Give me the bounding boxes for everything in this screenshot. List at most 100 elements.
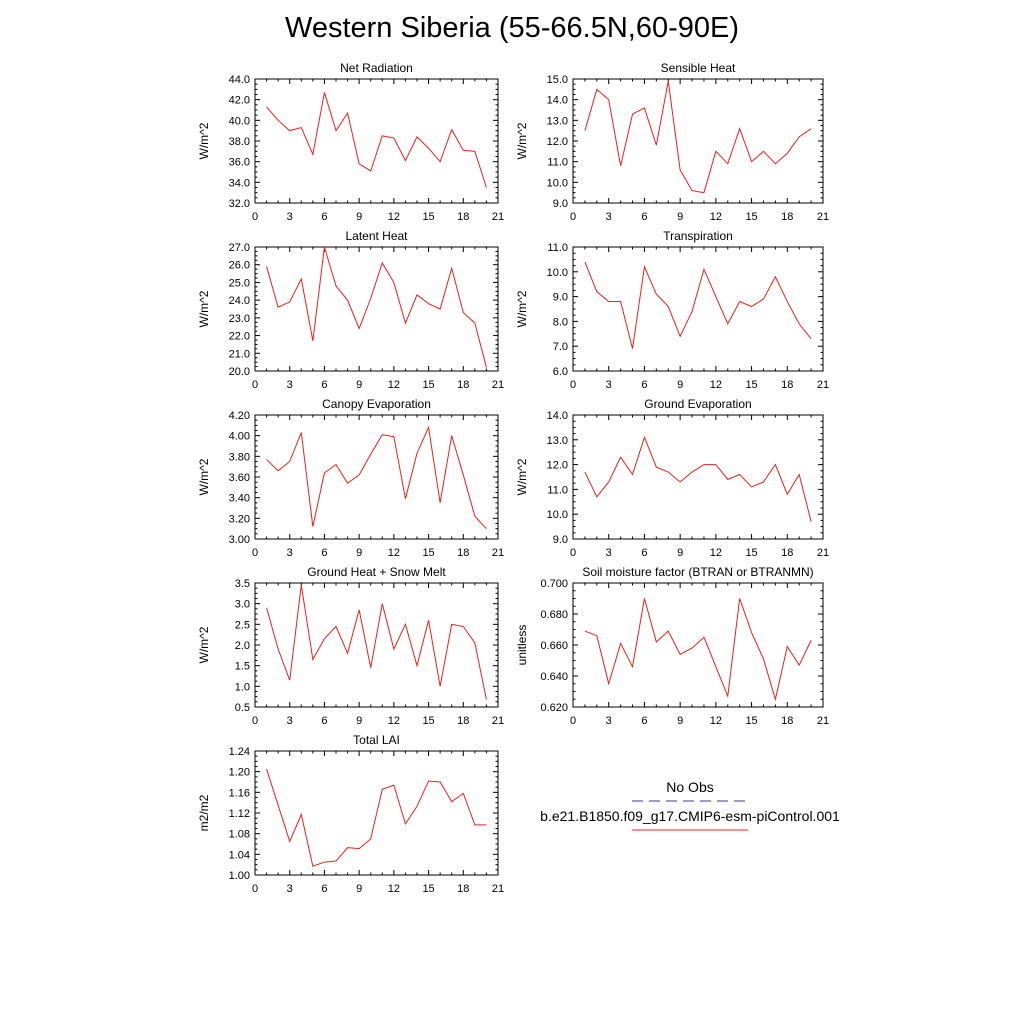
panel-6-ylabel: W/m^2	[515, 458, 529, 495]
panel-6-title: Ground Evaporation	[644, 397, 751, 411]
panel-4-frame	[572, 246, 824, 372]
panel-3-xtick-label: 18	[457, 379, 469, 391]
panel-5-ytick-label: 4.00	[229, 431, 250, 443]
panel-1-xtick-label: 9	[356, 211, 362, 223]
panel-6-ytick-label: 11.0	[547, 484, 568, 496]
panel-9-ytick-label: 1.08	[229, 829, 250, 841]
panel-3-ytick-label: 24.0	[229, 295, 250, 307]
panel-3-series-line	[266, 246, 487, 368]
panel-8-xtick-label: 21	[817, 715, 829, 727]
panel-5-xtick-label: 9	[356, 547, 362, 559]
panel-4-ytick-label: 8.0	[553, 316, 568, 328]
panel-3-xtick-label: 6	[321, 379, 327, 391]
panel-1-ytick-label: 34.0	[229, 177, 250, 189]
panel-7-xtick-label: 12	[388, 715, 400, 727]
panel-3-ylabel: W/m^2	[197, 290, 211, 327]
panel-6-xtick-label: 15	[745, 547, 757, 559]
panel-7-xtick-label: 9	[356, 715, 362, 727]
panel-1-ytick-label: 42.0	[229, 95, 250, 107]
panel-3-xtick-label: 0	[252, 379, 258, 391]
panel-1-ytick-label: 32.0	[229, 198, 250, 210]
panel-1-ytick-label: 44.0	[229, 74, 250, 86]
panel-9-ytick-label: 1.12	[229, 808, 250, 820]
panel-8-xtick-label: 15	[745, 715, 757, 727]
panel-6-ytick-label: 14.0	[547, 410, 568, 422]
panel-7-ytick-label: 1.0	[235, 681, 250, 693]
panel-9-ytick-label: 1.16	[229, 787, 250, 799]
panel-4-title: Transpiration	[663, 229, 733, 243]
panel-2-ytick-label: 15.0	[547, 74, 568, 86]
panel-4-xtick-label: 9	[677, 379, 683, 391]
panel-9-ytick-label: 1.00	[229, 870, 250, 882]
panel-3-ytick-label: 25.0	[229, 277, 250, 289]
panel-2-xtick-label: 9	[677, 211, 683, 223]
panel-5-xtick-label: 15	[422, 547, 434, 559]
panel-6-xtick-label: 18	[781, 547, 793, 559]
panel-2-title: Sensible Heat	[661, 61, 736, 75]
panel-3-xtick-label: 12	[388, 379, 400, 391]
panel-8-ytick-label: 0.620	[540, 702, 568, 714]
panel-8-xtick-label: 18	[781, 715, 793, 727]
panel-8-ytick-label: 0.640	[540, 671, 568, 683]
panel-6-xtick-label: 9	[677, 547, 683, 559]
panel-4-xtick-label: 3	[606, 379, 612, 391]
panel-1-ylabel: W/m^2	[197, 122, 211, 159]
panel-3-ytick-label: 21.0	[229, 348, 250, 360]
panel-3-xtick-label: 3	[287, 379, 293, 391]
panel-5-xtick-label: 21	[492, 547, 504, 559]
panel-4-xtick-label: 0	[570, 379, 576, 391]
panel-6-xtick-label: 12	[710, 547, 722, 559]
panel-1-series-line	[266, 92, 487, 188]
panel-4-series-line	[584, 261, 812, 349]
panel-2-ytick-label: 10.0	[547, 177, 568, 189]
panel-2-xtick-label: 6	[641, 211, 647, 223]
panel-3-ytick-label: 22.0	[229, 331, 250, 343]
panel-2-ytick-label: 12.0	[547, 136, 568, 148]
panel-4-ytick-label: 9.0	[553, 292, 568, 304]
panel-2-xtick-label: 0	[570, 211, 576, 223]
panel-7-ytick-label: 2.5	[235, 619, 250, 631]
panel-2-frame	[572, 78, 824, 204]
panel-8-xtick-label: 6	[641, 715, 647, 727]
panel-1-xtick-label: 18	[457, 211, 469, 223]
panel-9-xtick-label: 0	[252, 883, 258, 895]
panel-8-ytick-label: 0.680	[540, 609, 568, 621]
panel-8-frame	[572, 582, 824, 708]
panel-6-ytick-label: 13.0	[547, 435, 568, 447]
panel-6-ytick-label: 12.0	[547, 460, 568, 472]
panel-9-title: Total LAI	[353, 733, 400, 747]
panel-4-xtick-label: 21	[817, 379, 829, 391]
panel-7-ytick-label: 2.0	[235, 640, 250, 652]
panel-1-xtick-label: 3	[287, 211, 293, 223]
panel-3-xtick-label: 15	[422, 379, 434, 391]
panel-2-xtick-label: 21	[817, 211, 829, 223]
panel-8-xtick-label: 9	[677, 715, 683, 727]
panel-2-xtick-label: 15	[745, 211, 757, 223]
panel-3-xtick-label: 9	[356, 379, 362, 391]
panel-5-xtick-label: 6	[321, 547, 327, 559]
panel-3-title: Latent Heat	[345, 229, 408, 243]
panel-2-xtick-label: 18	[781, 211, 793, 223]
panel-5-ytick-label: 4.20	[229, 410, 250, 422]
panel-9-xtick-label: 21	[492, 883, 504, 895]
panel-9-ylabel: m2/m2	[197, 794, 211, 831]
panel-4-xtick-label: 6	[641, 379, 647, 391]
panel-2-ytick-label: 14.0	[547, 95, 568, 107]
panel-5-ytick-label: 3.00	[229, 534, 250, 546]
panel-7-xtick-label: 21	[492, 715, 504, 727]
panel-8-ytick-label: 0.700	[540, 578, 568, 590]
panel-1-ytick-label: 38.0	[229, 136, 250, 148]
panel-6-ytick-label: 10.0	[547, 509, 568, 521]
panel-9-ytick-label: 1.04	[229, 849, 250, 861]
panel-1-title: Net Radiation	[340, 61, 413, 75]
panel-5-xtick-label: 18	[457, 547, 469, 559]
panel-2-ytick-label: 11.0	[547, 157, 568, 169]
panel-6-ytick-label: 9.0	[553, 534, 568, 546]
panel-7-ytick-label: 1.5	[235, 661, 250, 673]
panel-7-series-line	[266, 584, 487, 700]
panel-2-ytick-label: 9.0	[553, 198, 568, 210]
panel-1-xtick-label: 21	[492, 211, 504, 223]
panel-8-xtick-label: 0	[570, 715, 576, 727]
panel-7-ytick-label: 3.5	[235, 578, 250, 590]
